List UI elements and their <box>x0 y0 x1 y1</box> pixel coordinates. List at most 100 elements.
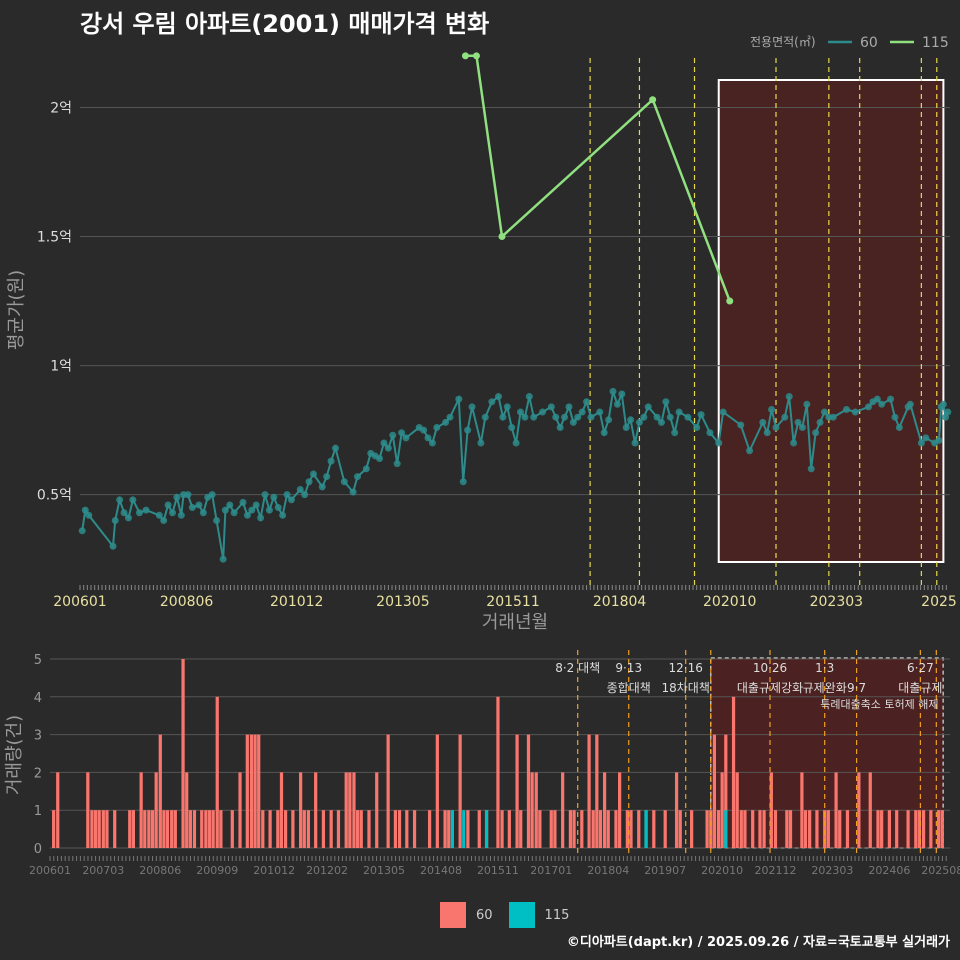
series-60-point <box>428 439 436 447</box>
bar-60 <box>375 772 379 848</box>
bar-60 <box>261 810 265 848</box>
bar-60 <box>826 810 830 848</box>
bar-60 <box>917 810 922 848</box>
bar-x-tick-label: 202010 <box>701 864 743 877</box>
series-60-point <box>539 408 547 416</box>
bar-60 <box>534 772 538 848</box>
series-60-point <box>221 506 229 514</box>
bar-60 <box>587 734 591 848</box>
series-60-point <box>433 424 441 432</box>
bar-60 <box>90 810 94 848</box>
series-60-point <box>746 447 754 455</box>
series-60-point <box>184 491 192 499</box>
chart-title: 강서 우림 아파트(2001) 매매가격 변화 <box>80 10 490 38</box>
series-60-point <box>759 418 767 426</box>
bar-115 <box>644 810 648 848</box>
series-60-point <box>781 413 789 421</box>
series-60-point <box>552 413 560 421</box>
series-60-point <box>715 439 723 447</box>
bar-60 <box>458 734 462 848</box>
bar-60 <box>580 810 584 848</box>
series-60-point <box>481 413 489 421</box>
series-115-line <box>465 54 731 302</box>
bar-60 <box>181 659 185 848</box>
bar-60 <box>625 810 629 848</box>
y-tick-label: 1억 <box>50 359 72 375</box>
bar-60 <box>447 810 451 848</box>
series-60-point <box>81 506 89 514</box>
series-60-point <box>922 434 930 442</box>
footer-credit: ©디아파트(dapt.kr) / 2025.09.26 / 자료=국토교통부 실… <box>566 935 950 950</box>
bar-60 <box>921 810 926 848</box>
series-60-point <box>160 516 168 524</box>
series-60-point <box>173 493 181 501</box>
bar-60 <box>595 734 599 848</box>
bar-60 <box>762 810 766 848</box>
series-60-point <box>124 514 132 522</box>
series-60-point <box>261 491 269 499</box>
series-60-point <box>219 555 227 563</box>
series-60-point <box>85 511 93 519</box>
series-60-point <box>521 413 529 421</box>
bar-60 <box>515 734 519 848</box>
bar-115 <box>724 810 728 848</box>
bar-60 <box>279 772 284 848</box>
bar-60 <box>549 810 553 848</box>
bar-60 <box>466 810 470 848</box>
bar-60 <box>306 810 310 848</box>
bar-60 <box>739 810 743 848</box>
series-60-point <box>917 439 925 447</box>
series-60-point <box>640 413 648 421</box>
bar-115 <box>484 810 489 848</box>
series-60-point <box>565 403 573 411</box>
series-60-point <box>569 418 577 426</box>
series-60-point <box>631 439 639 447</box>
bar-y-tick-label: 3 <box>34 729 42 744</box>
bar-60 <box>268 810 272 848</box>
bar-60 <box>769 772 773 848</box>
bar-60 <box>147 810 151 848</box>
bar-60 <box>230 810 234 848</box>
bar-60 <box>614 810 618 848</box>
bar-60 <box>598 810 603 848</box>
series-60-point <box>842 405 850 413</box>
bar-60 <box>188 810 192 848</box>
bar-60 <box>219 810 223 848</box>
series-60-point <box>605 416 613 424</box>
series-60-point <box>398 429 406 437</box>
bar-x-tick-label: 201305 <box>363 864 405 877</box>
bar-x-tick-label: 202406 <box>868 864 910 877</box>
bar-60 <box>314 772 318 848</box>
bar-60 <box>393 810 398 848</box>
bar-60 <box>652 810 656 848</box>
series-60-point <box>763 429 771 437</box>
series-60-point <box>226 501 234 509</box>
bar-y-tick-label: 2 <box>34 766 42 781</box>
policy-annotation-title: 9·13 <box>615 661 642 675</box>
series-60-point <box>587 413 595 421</box>
series-60-point <box>627 416 635 424</box>
legend-label-60-top: 60 <box>860 35 878 51</box>
legend-title: 전용면적(㎡) <box>750 35 816 49</box>
series-60-point <box>508 424 516 432</box>
bar-60 <box>173 810 177 848</box>
series-60-point <box>644 403 652 411</box>
series-60-point <box>618 390 626 398</box>
bar-60 <box>674 772 679 848</box>
series-60-point <box>820 408 828 416</box>
series-60-point <box>274 504 282 512</box>
series-60-point <box>891 413 899 421</box>
series-60-point <box>772 424 780 432</box>
bar-60 <box>158 734 162 848</box>
bar-60 <box>629 810 633 848</box>
bar-60 <box>336 810 341 848</box>
series-60-point <box>635 418 643 426</box>
policy-annotation-title: 8·2 대책 <box>555 660 600 675</box>
series-60-point <box>270 493 278 501</box>
series-60-point <box>239 498 247 506</box>
policy-annotation-subtitle: 종합대책 <box>607 680 651 695</box>
policy-annotation-title: 1·3 <box>815 661 834 675</box>
x-axis-title: 거래년월 <box>482 612 548 633</box>
bar-60 <box>435 734 439 848</box>
bar-60 <box>52 810 56 848</box>
